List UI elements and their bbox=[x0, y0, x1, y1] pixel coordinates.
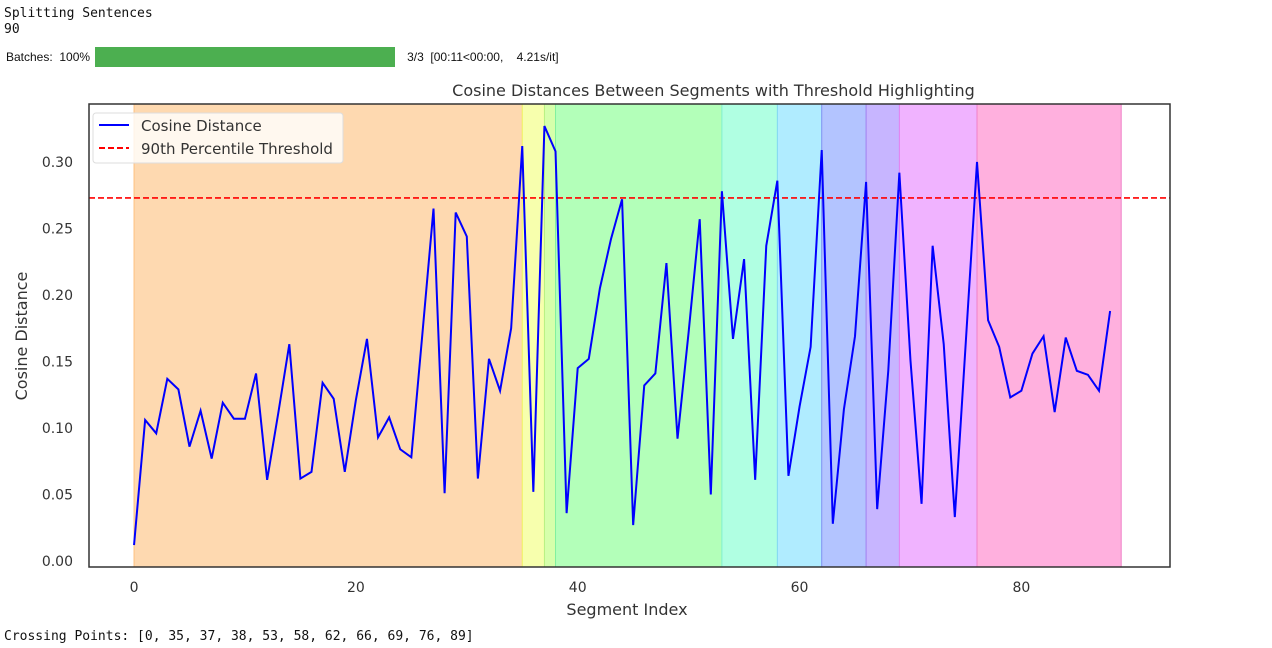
x-axis-label: Segment Index bbox=[566, 600, 687, 619]
y-tick-label: 0.00 bbox=[42, 554, 73, 570]
x-tick-label: 0 bbox=[130, 580, 139, 596]
x-tick-label: 80 bbox=[1012, 580, 1030, 596]
threshold-span bbox=[777, 104, 822, 567]
progress-row: Batches: 100% 3/3 [00:11<00:00, 4.21s/it… bbox=[6, 46, 559, 68]
output-line-count: 90 bbox=[4, 22, 20, 37]
legend-label: 90th Percentile Threshold bbox=[141, 140, 333, 158]
threshold-span bbox=[899, 104, 978, 567]
y-tick-label: 0.25 bbox=[42, 221, 73, 237]
chart-title: Cosine Distances Between Segments with T… bbox=[452, 81, 975, 100]
threshold-span bbox=[522, 104, 545, 567]
legend-label: Cosine Distance bbox=[141, 117, 262, 135]
progress-label: Batches: bbox=[6, 50, 53, 64]
x-tick-label: 60 bbox=[791, 580, 809, 596]
progress-bar bbox=[95, 47, 396, 67]
plot-frame bbox=[88, 103, 1171, 568]
y-tick-label: 0.30 bbox=[42, 155, 73, 171]
y-tick-label: 0.20 bbox=[42, 288, 73, 304]
y-tick-label: 0.05 bbox=[42, 488, 73, 504]
progress-fill bbox=[95, 47, 396, 67]
threshold-span bbox=[544, 104, 556, 567]
progress-percent: 100% bbox=[59, 50, 91, 64]
x-tick-label: 20 bbox=[347, 580, 365, 596]
legend-box bbox=[92, 112, 344, 164]
threshold-span bbox=[821, 104, 867, 567]
x-tick-label: 40 bbox=[569, 580, 587, 596]
y-axis-label: Cosine Distance bbox=[12, 272, 31, 401]
threshold-span bbox=[134, 104, 523, 567]
threshold-span bbox=[555, 104, 722, 567]
y-tick-label: 0.10 bbox=[42, 421, 73, 437]
output-line-splitting: Splitting Sentences bbox=[4, 6, 153, 21]
threshold-span bbox=[721, 104, 778, 567]
progress-stats: 3/3 [00:11<00:00, 4.21s/it] bbox=[407, 50, 559, 64]
y-tick-label: 0.15 bbox=[42, 355, 73, 371]
crossing-points-output: Crossing Points: [0, 35, 37, 38, 53, 58,… bbox=[4, 629, 474, 644]
threshold-span bbox=[977, 104, 1122, 567]
